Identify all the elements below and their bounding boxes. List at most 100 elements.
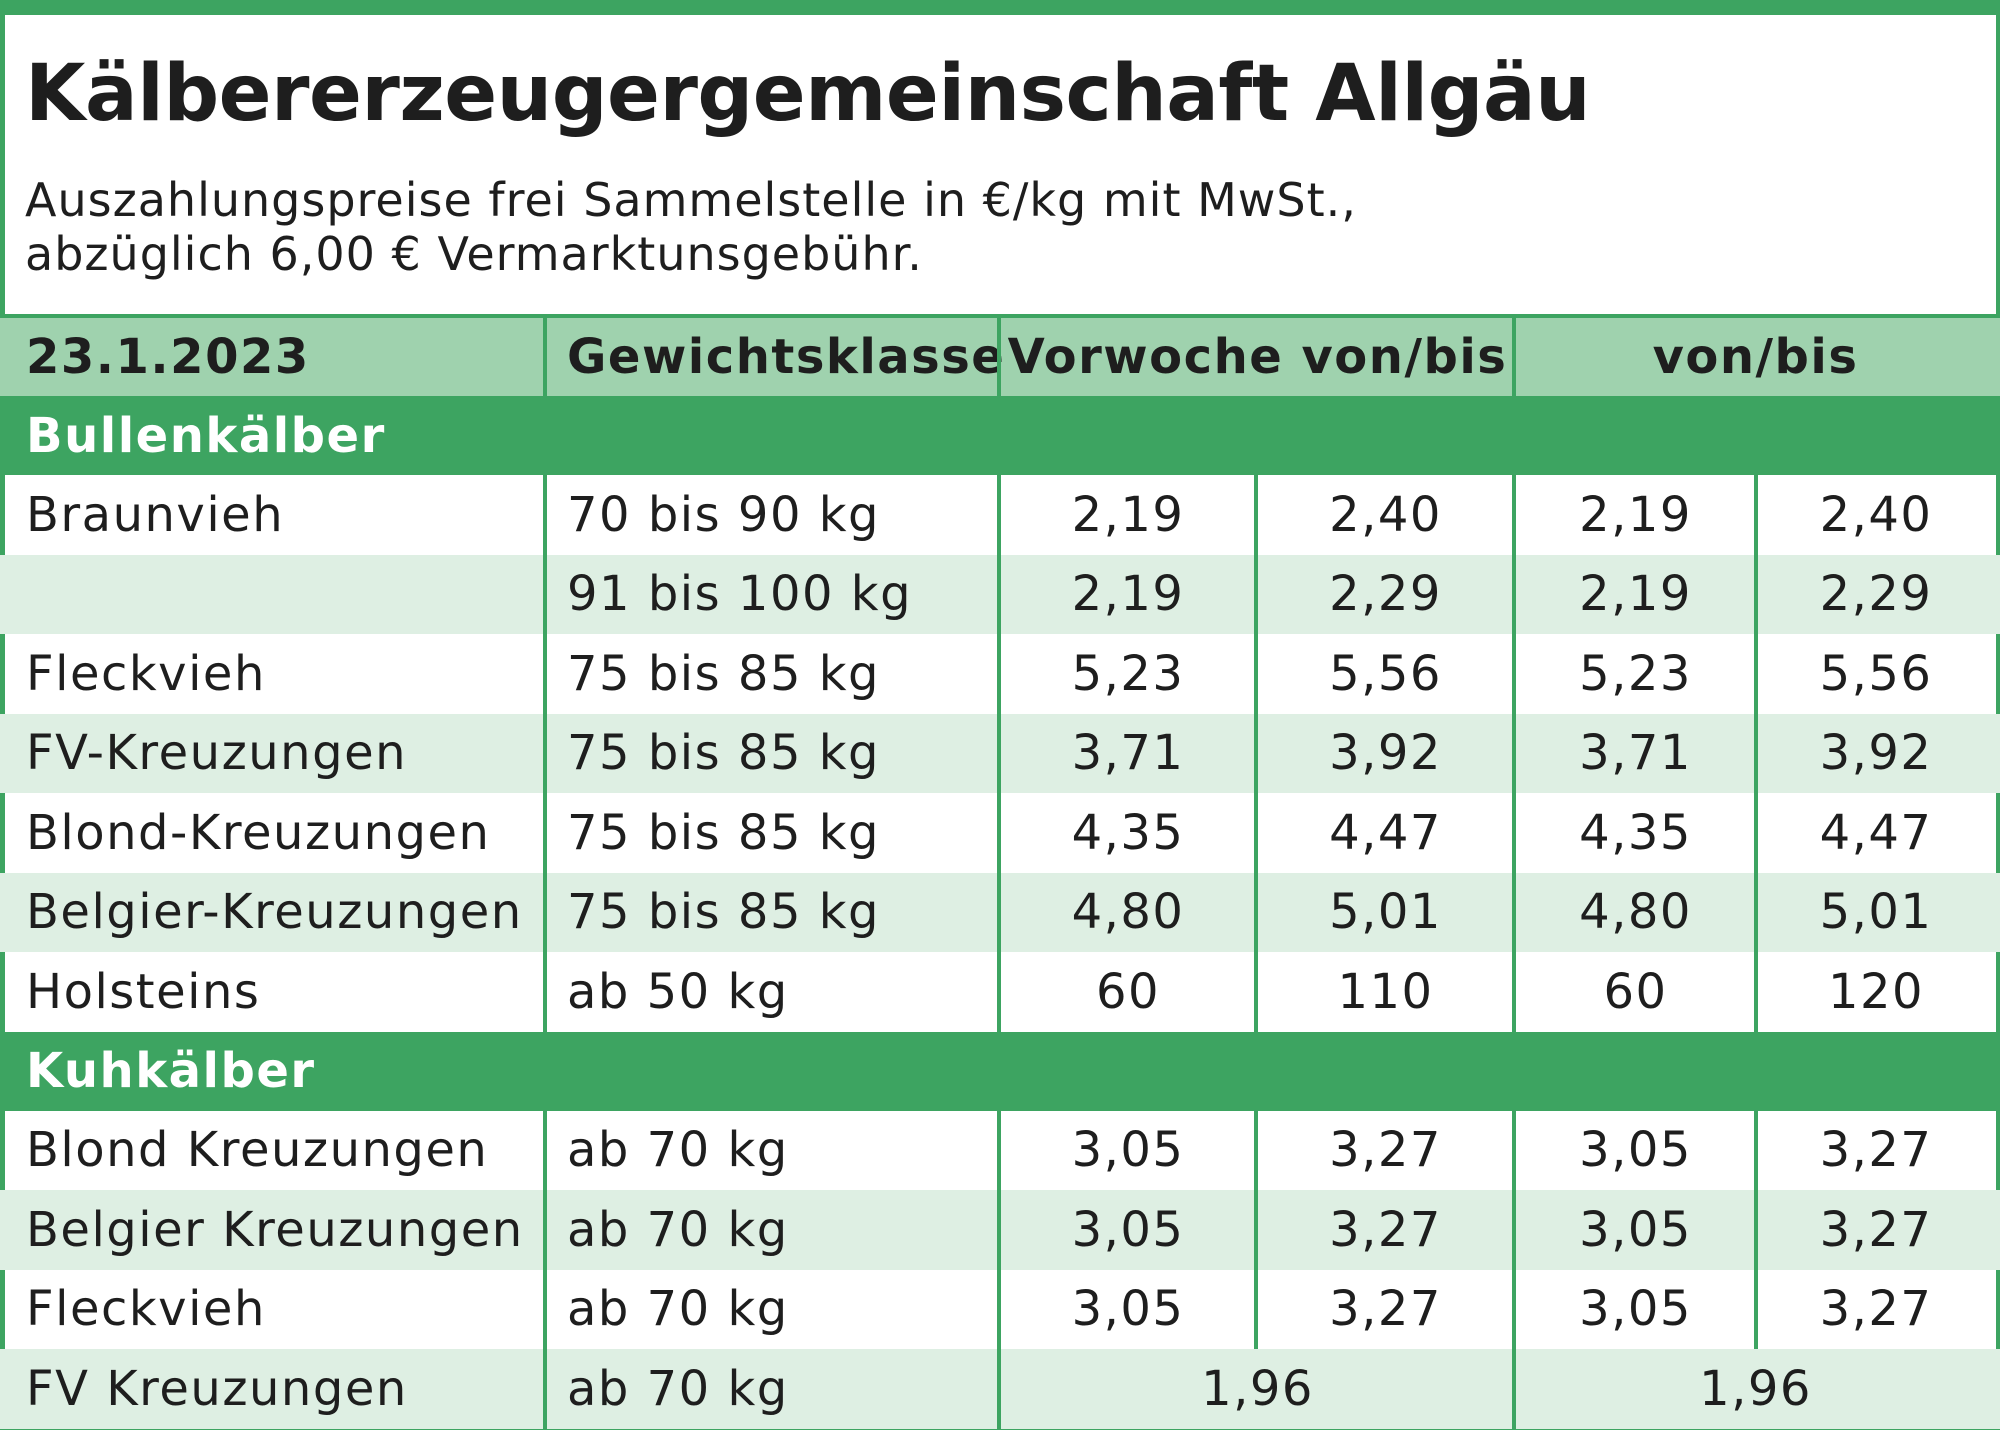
column-divider bbox=[1254, 1269, 1258, 1349]
column-divider bbox=[1512, 952, 1516, 1032]
previous-week-to-cell: 5,01 bbox=[1329, 884, 1442, 941]
subtitle-line: Auszahlungspreise frei Sammelstelle in €… bbox=[25, 173, 1357, 227]
current-to-cell: 3,27 bbox=[1819, 1281, 1933, 1338]
column-divider bbox=[997, 1110, 1001, 1429]
column-divider bbox=[1512, 554, 1516, 634]
section-header: Bullenkälber bbox=[0, 396, 2000, 475]
current-price-cell: 1,96 bbox=[1699, 1360, 1812, 1417]
previous-week-to-cell: 2,40 bbox=[1329, 486, 1442, 543]
breed-cell: FV Kreuzungen bbox=[26, 1360, 408, 1417]
column-divider bbox=[1754, 634, 1758, 714]
current-to-cell: 2,29 bbox=[1819, 566, 1933, 623]
weight-class-cell: ab 70 kg bbox=[567, 1122, 789, 1179]
previous-week-from-cell: 4,35 bbox=[1071, 804, 1185, 861]
section-label: Bullenkälber bbox=[26, 407, 386, 464]
table-row: Fleckvieh ab 70 kg 3,05 3,27 3,05 3,27 bbox=[0, 1270, 2000, 1350]
column-divider bbox=[1512, 1190, 1516, 1270]
current-from-cell: 2,19 bbox=[1579, 566, 1692, 623]
current-from-cell: 2,19 bbox=[1579, 486, 1692, 543]
page-title: Kälbererzeugergemeinschaft Allgäu bbox=[25, 49, 1591, 139]
previous-week-to-cell: 3,27 bbox=[1329, 1281, 1442, 1338]
current-to-cell: 2,40 bbox=[1819, 486, 1933, 543]
previous-week-from-cell: 3,71 bbox=[1071, 725, 1185, 782]
previous-week-from-cell: 2,19 bbox=[1071, 486, 1185, 543]
column-divider bbox=[1254, 872, 1258, 952]
column-divider bbox=[1754, 793, 1758, 873]
current-to-cell: 4,47 bbox=[1819, 804, 1933, 861]
breed-cell: Blond Kreuzungen bbox=[26, 1122, 489, 1179]
current-to-cell: 3,27 bbox=[1819, 1122, 1933, 1179]
breed-cell: Belgier Kreuzungen bbox=[26, 1201, 524, 1258]
table-heading: Kälbererzeugergemeinschaft Allgäu Auszah… bbox=[25, 15, 1965, 315]
previous-week-from-cell: 3,05 bbox=[1071, 1122, 1185, 1179]
column-divider bbox=[543, 475, 547, 1032]
weight-class-cell: 75 bis 85 kg bbox=[567, 645, 881, 702]
column-divider bbox=[1754, 1190, 1758, 1270]
weight-class-cell: 75 bis 85 kg bbox=[567, 804, 881, 861]
breed-cell: Braunvieh bbox=[26, 486, 285, 543]
previous-week-to-cell: 3,27 bbox=[1329, 1122, 1442, 1179]
column-divider bbox=[1512, 1110, 1516, 1190]
current-from-cell: 3,05 bbox=[1579, 1201, 1692, 1258]
current-to-cell: 3,27 bbox=[1819, 1201, 1933, 1258]
subtitle-line: abzüglich 6,00 € Vermarktunsgebühr. bbox=[25, 227, 923, 281]
previous-week-from-cell: 2,19 bbox=[1071, 566, 1185, 623]
header-previous-week: Vorwoche von/bis bbox=[1007, 329, 1508, 385]
current-to-cell: 3,92 bbox=[1819, 725, 1933, 782]
column-divider bbox=[1754, 1269, 1758, 1349]
column-divider bbox=[1754, 1110, 1758, 1190]
column-divider bbox=[543, 1110, 547, 1429]
current-to-cell: 5,01 bbox=[1819, 884, 1933, 941]
previous-week-from-cell: 60 bbox=[1095, 963, 1161, 1020]
current-to-cell: 120 bbox=[1827, 963, 1925, 1020]
column-divider bbox=[1512, 872, 1516, 952]
previous-week-to-cell: 2,29 bbox=[1329, 566, 1442, 623]
column-divider bbox=[1254, 793, 1258, 873]
previous-week-from-cell: 3,05 bbox=[1071, 1201, 1185, 1258]
column-divider bbox=[1254, 475, 1258, 555]
subtitle: Auszahlungspreise frei Sammelstelle in €… bbox=[25, 173, 1357, 281]
current-from-cell: 4,35 bbox=[1579, 804, 1692, 861]
previous-week-from-cell: 3,05 bbox=[1071, 1281, 1185, 1338]
column-divider bbox=[1254, 1190, 1258, 1270]
previous-week-price-cell: 1,96 bbox=[1201, 1360, 1314, 1417]
column-divider bbox=[1254, 634, 1258, 714]
column-divider bbox=[1754, 554, 1758, 634]
column-divider bbox=[1754, 872, 1758, 952]
header-column-divider bbox=[997, 318, 1001, 396]
breed-cell: Blond-Kreuzungen bbox=[26, 804, 491, 861]
current-from-cell: 3,05 bbox=[1579, 1281, 1692, 1338]
divider bbox=[0, 314, 2000, 318]
breed-cell: Belgier-Kreuzungen bbox=[26, 884, 523, 941]
table-row: Braunvieh 70 bis 90 kg 2,19 2,40 2,19 2,40 bbox=[0, 475, 2000, 555]
breed-cell bbox=[5, 555, 545, 635]
weight-class-cell: 91 bis 100 kg bbox=[567, 566, 913, 623]
header-weight-class: Gewichtsklasse bbox=[567, 329, 1006, 385]
current-from-cell: 3,05 bbox=[1579, 1122, 1692, 1179]
column-divider bbox=[1512, 713, 1516, 793]
previous-week-from-cell: 5,23 bbox=[1071, 645, 1185, 702]
weight-class-cell: 75 bis 85 kg bbox=[567, 725, 881, 782]
weight-class-cell: 70 bis 90 kg bbox=[567, 486, 881, 543]
previous-week-to-cell: 4,47 bbox=[1329, 804, 1442, 861]
current-from-cell: 3,71 bbox=[1579, 725, 1692, 782]
column-divider bbox=[997, 475, 1001, 1032]
current-from-cell: 60 bbox=[1603, 963, 1668, 1020]
previous-week-to-cell: 5,56 bbox=[1329, 645, 1442, 702]
column-divider bbox=[1512, 793, 1516, 873]
previous-week-from-cell: 4,80 bbox=[1071, 884, 1185, 941]
table-row: Blond-Kreuzungen 75 bis 85 kg 4,35 4,47 4,35… bbox=[0, 793, 2000, 873]
column-divider bbox=[1254, 952, 1258, 1032]
weight-class-cell: ab 70 kg bbox=[567, 1360, 789, 1417]
header-date: 23.1.2023 bbox=[26, 329, 310, 385]
section-header: Kuhkälber bbox=[0, 1031, 2000, 1111]
weight-class-cell: ab 50 kg bbox=[567, 963, 789, 1020]
breed-cell: Holsteins bbox=[26, 963, 261, 1020]
column-divider bbox=[1754, 952, 1758, 1032]
column-divider bbox=[1254, 713, 1258, 793]
column-divider bbox=[1254, 554, 1258, 634]
breed-cell: Fleckvieh bbox=[26, 645, 266, 702]
current-to-cell: 5,56 bbox=[1819, 645, 1933, 702]
section-label: Kuhkälber bbox=[26, 1043, 316, 1099]
current-from-cell: 4,80 bbox=[1579, 884, 1692, 941]
